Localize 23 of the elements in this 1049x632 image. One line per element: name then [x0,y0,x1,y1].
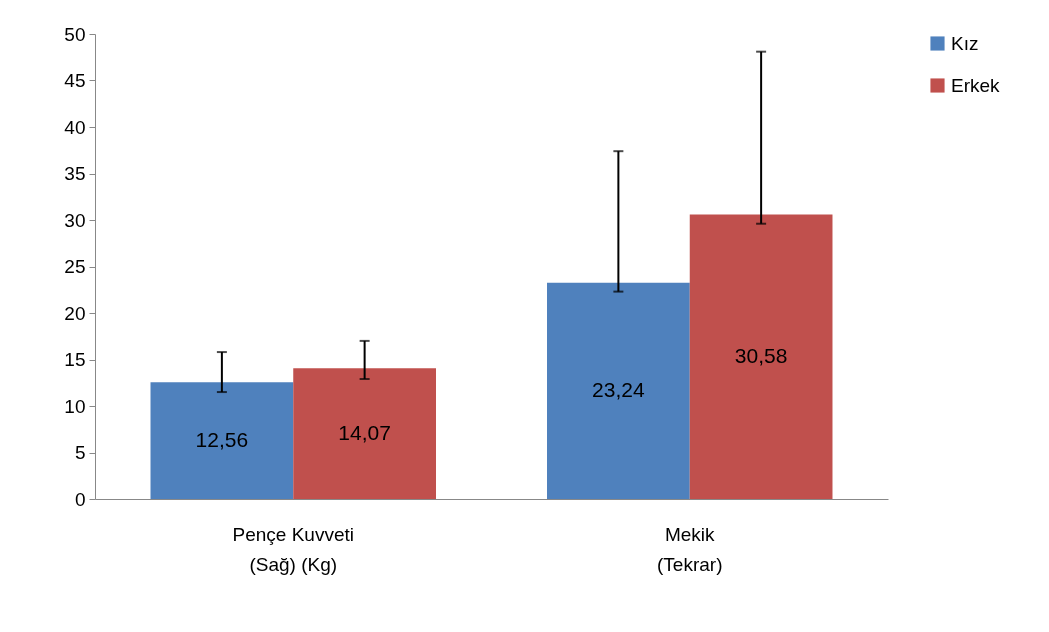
data-label: 23,24 [592,377,645,401]
y-tick-label: 30 [64,209,86,231]
y-tick-label: 0 [74,488,86,510]
bar [689,214,833,499]
y-tick-label: 10 [64,395,86,417]
y-tick-label: 40 [64,116,86,138]
legend-label: Erkek [951,74,1001,96]
bar [150,382,294,499]
x-tick-label: Mekik (Tekrar) [657,523,723,575]
y-tick-label: 45 [64,70,86,91]
y-tick-label: 20 [64,302,86,324]
y-tick-label: 25 [64,256,86,277]
y-tick-label: 50 [64,23,86,45]
bar [293,368,436,499]
data-label: 12,56 [195,427,249,451]
legend-label: Kız [951,32,979,54]
data-label: 30,58 [734,343,788,367]
y-tick-label: 35 [64,163,86,184]
data-label: 14,07 [338,420,391,444]
y-tick-label: 15 [64,349,86,370]
y-tick-label: 5 [74,442,86,463]
bar [547,282,690,499]
x-tick-label: Pençe Kuvveti (Sağ) (Kg) [232,523,354,575]
